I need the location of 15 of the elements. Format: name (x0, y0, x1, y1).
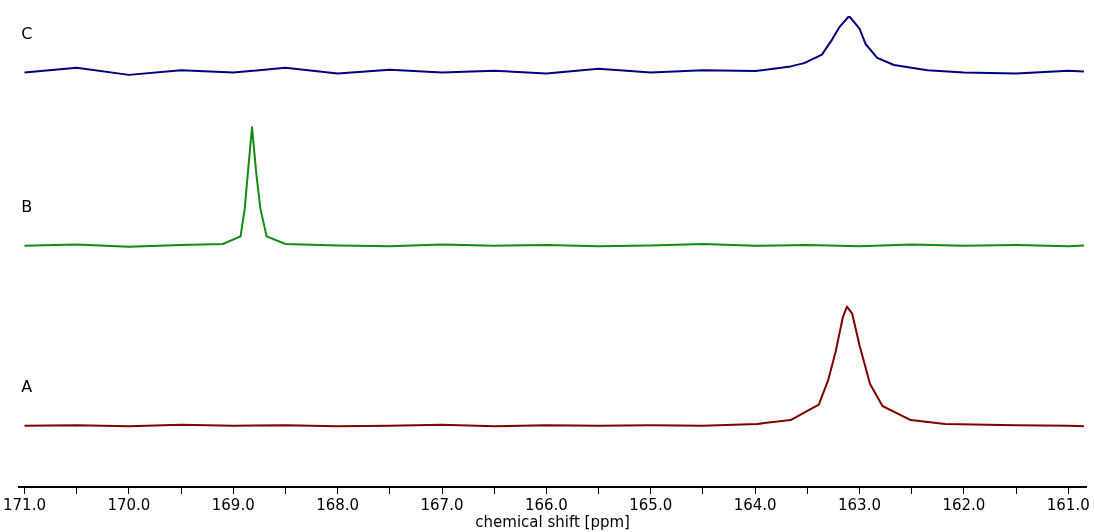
x-tick-label: 163.0 (838, 495, 881, 514)
series-label: C (21, 23, 33, 43)
x-tick-label: 170.0 (107, 495, 151, 514)
x-tick-label: 161.0 (1046, 495, 1090, 514)
x-tick-label: 169.0 (211, 495, 255, 514)
x-tick-label: 168.0 (316, 495, 360, 514)
x-tick-label: 164.0 (733, 495, 777, 514)
x-tick-label: 171.0 (3, 495, 46, 514)
x-tick-label: 165.0 (629, 495, 673, 514)
series-label: B (21, 197, 33, 216)
x-axis-title: chemical shift [ppm] (475, 512, 630, 531)
series-label: A (21, 376, 33, 396)
x-tick-label: 166.0 (524, 495, 568, 514)
x-tick-label: 167.0 (420, 495, 464, 514)
x-tick-label: 162.0 (942, 495, 986, 514)
